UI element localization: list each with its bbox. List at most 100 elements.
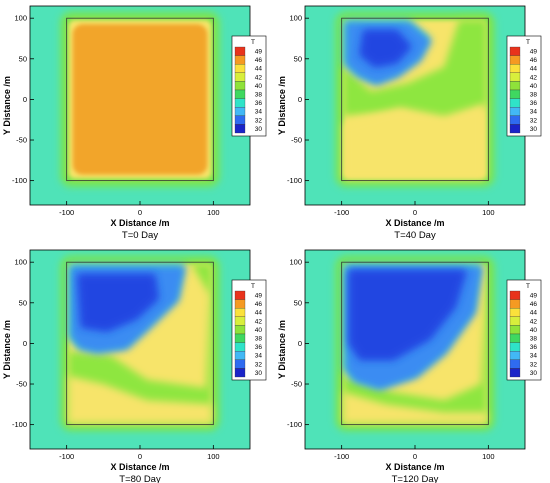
legend-level-label: 36 <box>530 100 538 107</box>
legend-swatch <box>234 89 246 99</box>
legend-level-label: 49 <box>530 292 538 299</box>
legend-title: T <box>251 283 255 290</box>
x-tick-label: -100 <box>59 452 74 461</box>
legend-level-label: 38 <box>530 91 538 98</box>
legend-level-label: 42 <box>530 318 538 325</box>
legend-level-label: 49 <box>255 292 263 299</box>
legend-level-label: 30 <box>530 370 538 377</box>
legend-swatch <box>509 81 521 91</box>
legend-swatch <box>509 115 521 125</box>
legend-level-label: 30 <box>530 126 538 133</box>
legend-level-label: 38 <box>255 91 263 98</box>
y-tick-label: 50 <box>294 54 302 63</box>
legend-swatch <box>234 316 246 326</box>
panel-caption: T=120 Day <box>392 474 439 483</box>
y-tick-label: 50 <box>19 54 27 63</box>
y-tick-label: 100 <box>289 258 302 267</box>
legend-title: T <box>251 39 255 46</box>
legend-level-label: 40 <box>530 83 538 90</box>
legend-level-label: 40 <box>255 83 263 90</box>
legend-level-label: 38 <box>255 335 263 342</box>
legend-level-label: 44 <box>255 66 263 73</box>
domain-boundary <box>66 17 214 182</box>
legend-level-label: 40 <box>530 327 538 334</box>
legend-swatch <box>234 342 246 352</box>
legend-level-label: 36 <box>530 344 538 351</box>
x-axis-label: X Distance /m <box>385 218 444 228</box>
legend-level-label: 36 <box>255 344 263 351</box>
legend-swatch <box>234 299 246 309</box>
legend-title: T <box>526 39 530 46</box>
y-tick-label: -50 <box>291 380 302 389</box>
legend-swatch <box>509 72 521 82</box>
legend-level-label: 44 <box>255 310 263 317</box>
x-tick-label: 0 <box>413 452 417 461</box>
y-tick-label: -100 <box>12 176 27 185</box>
legend-swatch <box>234 98 246 108</box>
x-tick-label: -100 <box>334 452 349 461</box>
legend-swatch <box>234 325 246 335</box>
legend-level-label: 30 <box>255 370 263 377</box>
y-tick-label: -50 <box>16 380 27 389</box>
legend-swatch <box>509 325 521 335</box>
legend-swatch <box>509 124 521 134</box>
y-tick-label: 100 <box>289 14 302 23</box>
legend-swatch <box>234 124 246 134</box>
legend-level-label: 49 <box>255 48 263 55</box>
domain-boundary <box>66 261 214 426</box>
legend-swatch <box>509 368 521 378</box>
legend-level-label: 46 <box>255 301 263 308</box>
x-tick-label: 0 <box>413 208 417 217</box>
legend-swatch <box>234 72 246 82</box>
y-tick-label: 100 <box>14 258 27 267</box>
legend-swatch <box>509 98 521 108</box>
chart-panel-4: -100 0 100 -100 -50 0 50 100 X Distance /m Y Dist… <box>277 249 542 483</box>
panel-caption: T=0 Day <box>122 230 158 241</box>
legend-level-label: 34 <box>530 353 538 360</box>
domain-boundary <box>341 17 489 182</box>
legend-level-label: 46 <box>255 57 263 64</box>
legend-swatch <box>234 308 246 317</box>
legend-level-label: 44 <box>530 66 538 73</box>
legend-swatch <box>234 46 246 56</box>
y-tick-label: -50 <box>16 136 27 145</box>
chart-panel-2: -100 0 100 -100 -50 0 50 100 X Distance /m Y Dist… <box>277 5 542 241</box>
y-tick-label: -100 <box>287 176 302 185</box>
y-tick-label: 0 <box>23 95 27 104</box>
x-tick-label: 100 <box>207 208 220 217</box>
y-tick-label: -100 <box>287 420 302 429</box>
x-tick-label: 100 <box>207 452 220 461</box>
panel-caption: T=80 Day <box>119 474 161 483</box>
y-tick-label: 50 <box>19 298 27 307</box>
legend-swatch <box>509 89 521 99</box>
legend-level-label: 30 <box>255 126 263 133</box>
legend-level-label: 44 <box>530 310 538 317</box>
y-tick-label: 0 <box>23 339 27 348</box>
legend-swatch <box>509 55 521 65</box>
legend-level-label: 32 <box>255 117 263 124</box>
y-axis-label: Y Distance /m <box>277 76 287 135</box>
legend-swatch <box>234 290 246 300</box>
panel-caption: T=40 Day <box>394 230 436 241</box>
legend-swatch <box>509 351 521 360</box>
legend-level-label: 32 <box>530 117 538 124</box>
y-tick-label: 100 <box>14 14 27 23</box>
chart-panel-3: -100 0 100 -100 -50 0 50 100 X Distance /m Y Dist… <box>2 249 267 483</box>
legend-swatch <box>234 115 246 125</box>
legend-swatch <box>234 368 246 378</box>
x-tick-label: -100 <box>59 208 74 217</box>
x-axis-label: X Distance /m <box>385 462 444 472</box>
legend-swatch <box>234 351 246 360</box>
legend-swatch <box>509 46 521 56</box>
legend-swatch <box>234 81 246 91</box>
legend-level-label: 40 <box>255 327 263 334</box>
legend-level-label: 49 <box>530 48 538 55</box>
legend-swatch <box>234 55 246 65</box>
legend-swatch <box>234 64 246 73</box>
legend-level-label: 46 <box>530 57 538 64</box>
x-tick-label: 100 <box>482 208 495 217</box>
x-tick-label: 100 <box>482 452 495 461</box>
x-tick-label: 0 <box>138 208 142 217</box>
legend-title: T <box>526 283 530 290</box>
